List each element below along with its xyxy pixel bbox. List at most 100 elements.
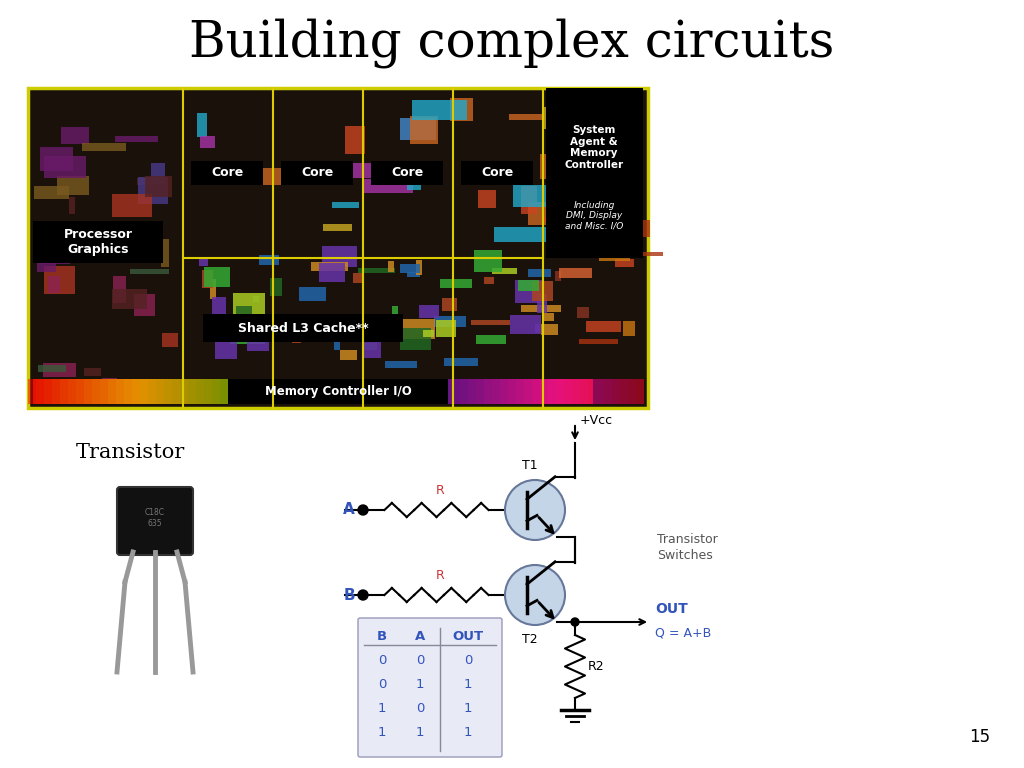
Text: 1: 1 <box>416 726 424 739</box>
Bar <box>140 379 148 404</box>
Bar <box>296 317 318 323</box>
Bar <box>484 379 492 404</box>
Bar <box>559 268 592 277</box>
Bar <box>318 263 345 282</box>
Bar <box>113 276 126 303</box>
Bar <box>61 127 89 144</box>
Text: A: A <box>343 502 355 518</box>
Bar <box>333 202 358 208</box>
Bar <box>243 168 298 184</box>
Bar <box>39 233 56 239</box>
Bar <box>475 336 506 344</box>
Bar <box>228 379 236 404</box>
Bar <box>596 379 604 404</box>
Bar <box>212 297 226 319</box>
Bar <box>137 178 152 185</box>
Bar <box>334 328 340 350</box>
Bar <box>253 296 259 302</box>
Text: Transistor
Switches: Transistor Switches <box>657 533 718 562</box>
Bar <box>124 379 132 404</box>
Bar <box>249 323 269 341</box>
Circle shape <box>358 505 368 515</box>
Bar <box>84 368 101 376</box>
Text: Shared L3 Cache**: Shared L3 Cache** <box>238 322 369 335</box>
Bar <box>420 379 428 404</box>
Bar <box>380 379 388 404</box>
Text: Processor
Graphics: Processor Graphics <box>63 228 132 256</box>
Bar <box>399 167 427 178</box>
Bar <box>33 221 163 263</box>
Text: Core: Core <box>481 167 513 180</box>
Bar <box>37 253 56 272</box>
Bar <box>268 379 276 404</box>
Text: Core: Core <box>391 167 423 180</box>
Bar <box>515 280 543 303</box>
Bar <box>284 379 292 404</box>
Text: 0: 0 <box>378 654 386 667</box>
Bar <box>191 161 263 185</box>
FancyBboxPatch shape <box>117 487 193 555</box>
Text: 1: 1 <box>378 726 386 739</box>
Bar <box>444 358 478 366</box>
Bar <box>116 379 124 404</box>
Bar <box>220 379 228 404</box>
Bar <box>620 379 628 404</box>
Bar <box>28 88 648 408</box>
Bar <box>461 161 534 185</box>
Bar <box>152 164 165 184</box>
Bar <box>199 259 208 266</box>
Bar <box>388 379 396 404</box>
Bar <box>281 161 353 185</box>
Bar <box>299 286 326 300</box>
Text: 15: 15 <box>969 728 990 746</box>
Bar <box>60 379 68 404</box>
Text: Including
DMI, Display
and Misc. I/O: Including DMI, Display and Misc. I/O <box>565 200 624 230</box>
Bar <box>353 273 365 283</box>
FancyBboxPatch shape <box>358 618 502 757</box>
Text: 1: 1 <box>416 677 424 690</box>
Bar <box>172 379 180 404</box>
Text: C18C
635: C18C 635 <box>145 508 165 528</box>
Bar <box>538 294 547 313</box>
Bar <box>564 379 572 404</box>
Bar <box>259 254 279 265</box>
Bar <box>558 144 592 156</box>
Text: System
Agent &
Memory
Controller: System Agent & Memory Controller <box>564 125 624 170</box>
Bar <box>84 379 92 404</box>
Bar <box>588 379 596 404</box>
Bar <box>364 180 413 194</box>
Text: 1: 1 <box>464 701 472 714</box>
Bar <box>450 98 472 121</box>
Bar <box>527 270 551 276</box>
Bar <box>508 379 516 404</box>
Bar <box>509 114 543 120</box>
Bar <box>236 379 244 404</box>
Bar <box>513 185 565 207</box>
Bar <box>532 379 540 404</box>
Text: Core: Core <box>211 167 243 180</box>
Bar <box>38 365 66 372</box>
Bar <box>630 252 663 256</box>
Bar <box>69 197 75 214</box>
Bar <box>40 147 73 171</box>
Text: Transistor: Transistor <box>76 443 184 462</box>
Bar <box>452 379 460 404</box>
Bar <box>352 325 383 334</box>
Bar <box>612 379 620 404</box>
Bar <box>604 379 612 404</box>
Bar <box>400 264 421 273</box>
Bar <box>410 116 438 144</box>
Bar <box>44 155 86 178</box>
Bar <box>28 379 36 404</box>
Bar <box>420 305 439 318</box>
Bar <box>230 333 246 339</box>
Text: Memory Controller I/O: Memory Controller I/O <box>264 385 412 398</box>
Bar <box>556 379 564 404</box>
Bar <box>276 379 284 404</box>
Text: OUT: OUT <box>453 630 483 643</box>
Bar <box>623 321 635 336</box>
Bar <box>524 379 532 404</box>
Text: +Vcc: +Vcc <box>580 413 613 426</box>
Bar <box>478 190 497 207</box>
Bar <box>521 305 561 312</box>
